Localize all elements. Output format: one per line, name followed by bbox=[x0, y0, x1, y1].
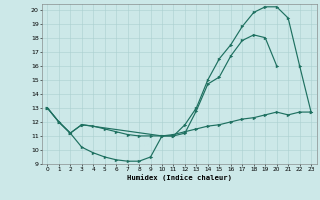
X-axis label: Humidex (Indice chaleur): Humidex (Indice chaleur) bbox=[127, 174, 232, 181]
